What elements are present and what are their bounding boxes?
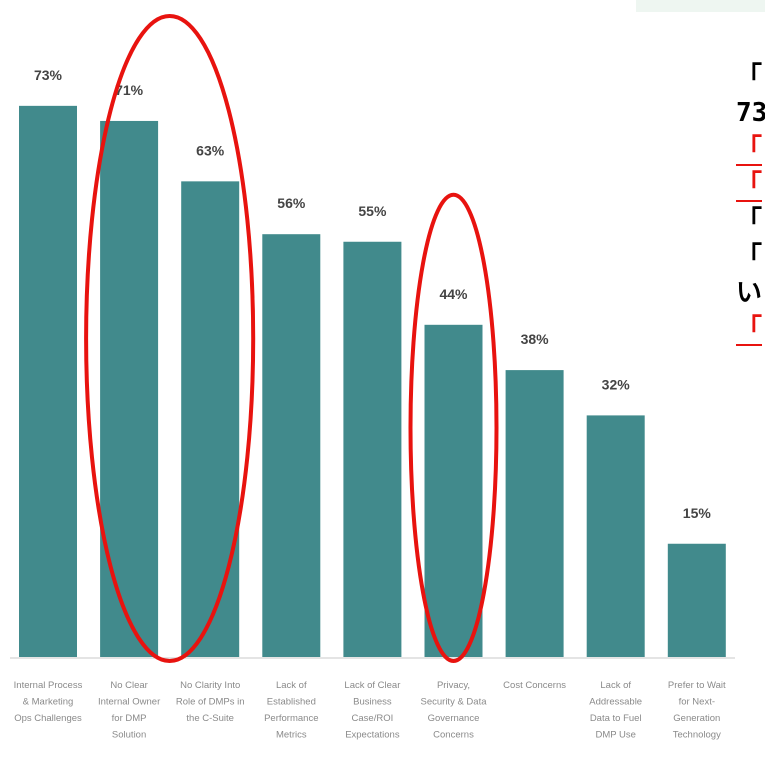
- category-label-4: Lack of Clear Business Case/ROI Expectation…: [344, 680, 400, 741]
- side-text-panel: 「73 「「「「い「: [736, 62, 765, 622]
- category-label-6: Cost Concerns: [503, 680, 566, 691]
- value-label-0: 73%: [34, 67, 63, 83]
- highlight-ellipse-0: [84, 13, 256, 663]
- side-text-line-4: 「: [736, 206, 763, 236]
- bar-6: [505, 370, 564, 657]
- category-label-8: Prefer to Wait for Next-Generation Technol…: [668, 680, 726, 741]
- side-text-line-0: 「: [736, 62, 763, 92]
- value-label-5: 44%: [439, 286, 468, 302]
- bar-7: [586, 415, 645, 657]
- bar-8: [667, 543, 726, 657]
- category-label-3: Lack of Established Performance Metrics: [264, 680, 318, 741]
- bar-4: [343, 241, 402, 657]
- value-label-1: 71%: [115, 82, 144, 98]
- side-text-line-7: 「: [736, 314, 763, 346]
- value-label-6: 38%: [521, 331, 550, 347]
- bar-3: [262, 234, 321, 657]
- value-label-4: 55%: [358, 203, 387, 219]
- category-label-5: Privacy, Security & Data Governance Concern…: [421, 680, 488, 741]
- category-label-2: No Clarity Into Role of DMPs in the C-Suit…: [176, 680, 245, 724]
- bar-1: [100, 120, 159, 657]
- side-text-line-5: 「: [736, 242, 763, 272]
- side-text-line-2: 「: [736, 134, 763, 166]
- side-text-line-3: 「: [736, 170, 763, 202]
- side-text-line-6: い: [736, 278, 763, 308]
- top-strip: [636, 0, 765, 12]
- value-label-8: 15%: [683, 505, 712, 521]
- bar-5: [424, 324, 483, 657]
- value-label-2: 63%: [196, 142, 225, 158]
- bar-2: [181, 181, 240, 657]
- value-label-7: 32%: [602, 376, 631, 392]
- highlight-ellipse-1: [408, 192, 499, 663]
- category-label-1: No Clear Internal Owner for DMP Solution: [98, 680, 160, 741]
- category-label-0: Internal Process & Marketing Ops Challenge…: [14, 680, 83, 724]
- value-label-3: 56%: [277, 195, 306, 211]
- category-label-7: Lack of Addressable Data to Fuel DMP Use: [589, 680, 642, 741]
- side-text-line-1: 73: [736, 98, 765, 128]
- bar-0: [19, 105, 77, 658]
